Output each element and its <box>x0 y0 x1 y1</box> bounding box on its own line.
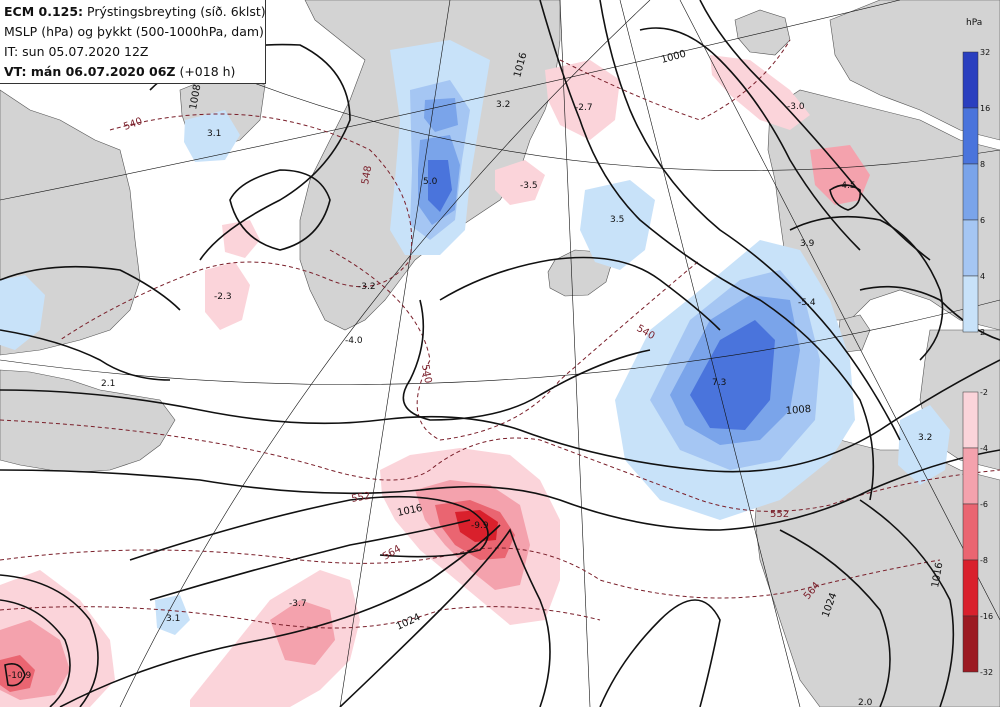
isobar-label: 1008 <box>188 84 203 111</box>
land-kola <box>829 0 1000 141</box>
valid-time: VT: mán 06.07.2020 06Z <box>4 64 176 79</box>
legend: 32 16 8 6 4 2 -2 -4 -6 -8 -16 -32 <box>962 48 993 677</box>
legend-swatch <box>962 615 979 673</box>
isobar-label: 1008 <box>785 404 811 417</box>
legend-tick-label: -32 <box>980 668 993 677</box>
legend-swatch <box>962 559 979 617</box>
value-label: -5.4 <box>798 298 816 308</box>
fall-area-sw-band-inner <box>270 600 335 665</box>
legend-tick-label: 2 <box>980 328 985 337</box>
thickness-label: 548 <box>360 165 374 186</box>
value-label: 3.9 <box>800 239 815 249</box>
land-europe <box>754 439 1000 707</box>
value-label: 3.5 <box>610 215 624 225</box>
value-label: -10.9 <box>8 671 32 681</box>
legend-swatch <box>962 51 979 109</box>
legend-rise-ticks: 32 16 8 6 4 2 <box>980 48 990 337</box>
rise-area-greenland-core <box>428 160 452 212</box>
legend-tick-label: 16 <box>980 104 990 113</box>
rise-area-greenland-top <box>424 98 458 132</box>
legend-tick-label: 6 <box>980 216 985 225</box>
rise-area-iceland-east <box>580 180 655 270</box>
legend-swatch <box>962 275 979 333</box>
pressure-fall-shading <box>0 55 870 707</box>
value-label: 3.1 <box>207 129 221 139</box>
thickness-label: 552 <box>351 491 372 505</box>
legend-tick-label: 8 <box>980 160 985 169</box>
thickness-lines <box>0 39 1000 629</box>
value-label: 2.1 <box>101 379 115 389</box>
value-label: -2.3 <box>214 292 232 302</box>
isobar-label: 1016 <box>396 503 423 519</box>
value-label: -3.0 <box>787 102 805 112</box>
value-label: 3.2 <box>918 433 932 443</box>
legend-swatch <box>962 447 979 505</box>
value-label: 7.3 <box>712 378 726 388</box>
legend-fall-bar <box>962 391 979 673</box>
legend-tick-label: -4 <box>980 444 988 453</box>
legend-tick-label: 32 <box>980 48 990 57</box>
value-label: -4.5 <box>838 181 856 191</box>
legend-swatch <box>962 107 979 165</box>
pressure-change-values: 3.1 -2.3 2.1 -3.2 -4.0 5.0 3.2 -3.5 -2.7… <box>8 100 932 707</box>
thickness-label: 552 <box>770 509 789 520</box>
value-label: -3.5 <box>520 181 538 191</box>
fall-area-sw-band <box>190 570 360 707</box>
legend-unit-label: hPa <box>966 18 983 28</box>
value-label: -3.7 <box>289 599 307 609</box>
pressure-rise-shading <box>0 40 950 635</box>
value-label: -9.9 <box>471 521 489 531</box>
legend-fall-ticks: -2 -4 -6 -8 -16 -32 <box>980 388 993 677</box>
value-label: 3.2 <box>496 100 510 110</box>
thickness-label: 540 <box>419 364 433 385</box>
model-name: ECM 0.125: <box>4 4 84 19</box>
value-label: -4.0 <box>345 336 363 346</box>
legend-tick-label: -8 <box>980 556 988 565</box>
rise-area-ellesmere <box>184 110 240 162</box>
legend-tick-label: -2 <box>980 388 988 397</box>
rise-area-sw-small <box>155 595 190 635</box>
rise-area-northsea-core <box>690 320 775 430</box>
legend-rise-bar <box>962 51 979 333</box>
legend-tick-label: 4 <box>980 272 985 281</box>
legend-tick-label: -6 <box>980 500 988 509</box>
map-subtitle: MSLP (hPa) og þykkt (500-1000hPa, dam) <box>4 24 264 39</box>
fall-area-scand-north <box>810 145 870 205</box>
fall-area-svalbard <box>710 55 810 130</box>
value-label: -3.2 <box>358 282 376 292</box>
value-label: 3.1 <box>166 614 180 624</box>
legend-swatch <box>962 163 979 221</box>
legend-swatch <box>962 219 979 277</box>
legend-swatch <box>962 391 979 449</box>
value-label: 5.0 <box>423 177 438 187</box>
value-label: -2.7 <box>575 103 593 113</box>
land-baffin-lower <box>0 369 176 473</box>
value-label: 2.0 <box>858 698 873 707</box>
fall-area-baffin <box>205 262 250 330</box>
isobar-label: 1016 <box>930 562 945 589</box>
legend-tick-label: -16 <box>980 612 993 621</box>
fall-area-greenland-east <box>495 160 545 205</box>
init-time: IT: sun 05.07.2020 12Z <box>4 44 149 59</box>
forecast-hour: (+018 h) <box>179 64 236 79</box>
legend-swatch <box>962 503 979 561</box>
map-info-box: ECM 0.125: Prýstingsbreyting (síð. 6klst… <box>0 0 266 84</box>
map-title: Prýstingsbreyting (síð. 6klst) <box>87 4 266 19</box>
